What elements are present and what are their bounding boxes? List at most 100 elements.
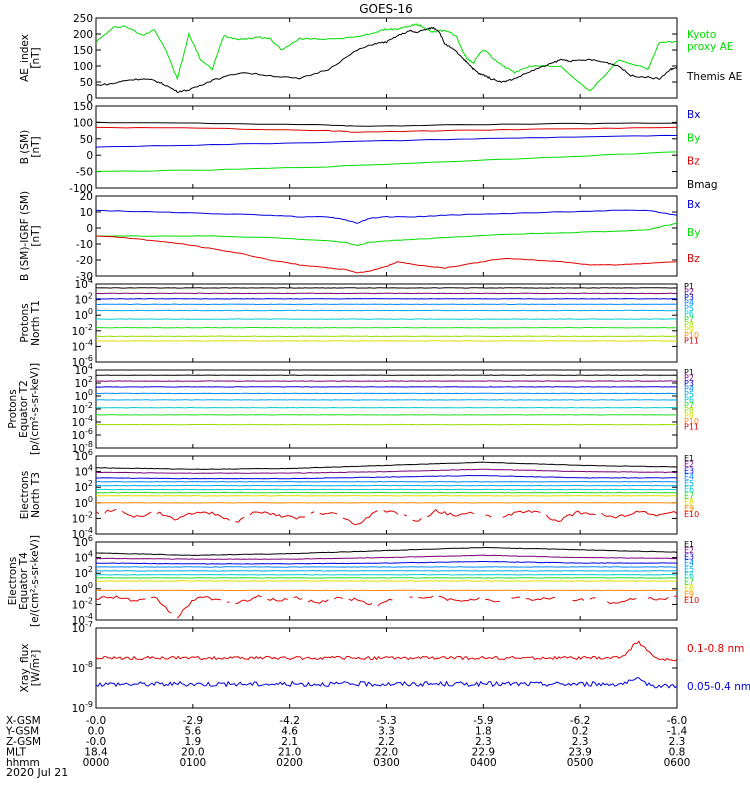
y-tick-label: 10 [80,207,93,219]
x-row-value: -5.3 [376,715,397,727]
x-row-value: 0000 [83,757,110,769]
y-tick-exponent: -7 [85,620,93,629]
y-tick-exponent: 4 [88,550,93,559]
y-tick-label: -100 [69,183,93,195]
series-Themis-AE [96,26,677,93]
legend-label: E3 [684,552,694,561]
y-tick-exponent: 0 [88,388,93,397]
panel-frame [95,283,678,363]
series-group [96,640,677,689]
y-axis-label: [nT] [30,225,42,246]
x-row-value: -6.0 [667,715,688,727]
y-tick-label: 100 [75,581,93,596]
x-row-value: 23.9 [568,747,591,759]
series-E10 [502,509,541,518]
legend-label: Themis AE [686,71,742,83]
y-tick-label: 250 [73,13,93,25]
y-tick-label: 104 [75,464,93,479]
panel-xray: 10-9 10-8 10-7 Xray_flux [W/m²] 0.1-0.8 nm 0.0… [19,620,750,715]
x-row-value: -2.9 [183,715,204,727]
panel-frame [95,105,678,189]
y-tick-exponent: 2 [88,375,93,384]
y-tick-label: -30 [76,271,93,283]
y-tick-label: 100 [73,117,93,129]
series-group [96,23,677,93]
x-row-value: -5.9 [473,715,494,727]
legend-label: P7 [684,315,694,324]
y-axis-label: AE_index [19,34,31,82]
x-row-value: 4.6 [281,726,298,738]
y-axis-label: North T3 [30,472,42,518]
legend-label: E2 [684,546,694,555]
x-row-label: Y-GSM [5,726,39,738]
legend-label: P8 [684,406,694,415]
y-tick-exponent: 2 [88,479,93,488]
series-group [96,287,677,342]
series-0.1-0.8-nm [96,640,677,662]
series-E5 [96,484,677,487]
panel-b_sm: -100 -50 0 50 100 150 B (SM) [nT] Bx By Bz Bmag [19,101,718,195]
legend-label: E5 [684,479,694,488]
y-tick-exponent: 4 [88,464,93,473]
legend-label: Bz [687,156,700,168]
x-row-value: 20.0 [181,747,204,759]
legend-label: P9 [684,412,694,421]
legend-label: E10 [684,596,699,605]
x-row-value: 0.2 [572,726,589,738]
y-tick-exponent: 0 [88,495,93,504]
series-E10 [156,511,230,521]
y-axis-label: Electrons [7,557,19,606]
series-P8 [96,335,677,338]
x-row-value: 3.3 [378,726,395,738]
y-tick-label: 102 [75,565,93,580]
x-row-value: 5.6 [185,726,202,738]
y-tick-exponent: 6 [88,534,93,543]
series-E10 [383,510,399,515]
series-Bx [96,134,677,148]
x-row-value: 2.2 [378,736,395,748]
x-row-value: -0.0 [86,736,107,748]
series-E7 [96,491,677,494]
legend-label: P1 [684,368,694,377]
y-axis-label: [p/(cm²-s-sr-keV)] [29,363,41,455]
series-E10 [310,511,315,514]
x-row-value: -1.4 [667,726,688,738]
series-E10 [485,598,500,603]
x-row-label: MLT [6,747,26,759]
series-E10 [348,597,373,606]
y-tick-label: 10-4 [72,338,93,353]
y-tick-exponent: 6 [88,448,93,457]
y-tick-exponent: -4 [85,612,93,621]
x-row-value: 2.3 [475,736,492,748]
y-tick-label: 50 [80,134,93,146]
series-E10 [545,510,596,522]
legend-label: E5 [684,565,694,574]
series-By [96,151,677,172]
series-Kyoto-proxy-AE [96,23,677,92]
legend-label: P4 [684,384,694,393]
series-E10 [307,599,329,604]
y-tick-exponent: -8 [85,660,93,669]
legend-label: P3 [684,379,694,388]
legend-label: P4 [684,298,694,307]
series-E10 [647,596,669,601]
legend-label: P10 [684,417,699,426]
y-axis-label: Electrons [19,471,31,520]
y-tick-label: 104 [75,550,93,565]
legend-label: P5 [684,304,694,313]
legend-label: P7 [684,401,694,410]
date-label: 2020 Jul 21 [6,766,68,779]
series-E10 [235,595,262,605]
series-E10 [96,511,100,515]
series-E10 [377,598,393,607]
series-E10 [438,595,480,602]
series-E10 [525,596,556,601]
y-tick-exponent: 0 [88,307,93,316]
y-tick-label: 200 [73,29,93,41]
x-row-value: 0.8 [669,747,686,759]
